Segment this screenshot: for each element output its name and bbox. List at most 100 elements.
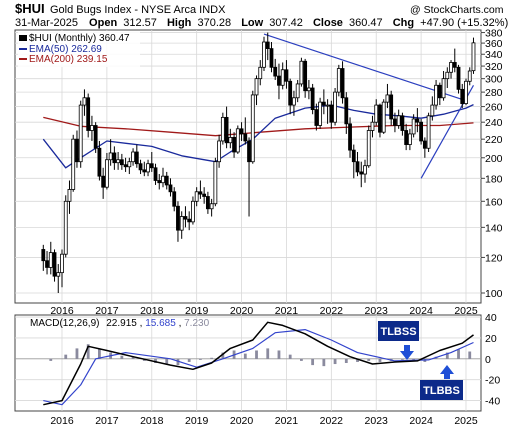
candle-body xyxy=(149,163,154,169)
macd-y-tick-label: -20 xyxy=(485,375,500,387)
candle-body xyxy=(90,125,94,131)
candle-body xyxy=(123,164,128,168)
candle-body xyxy=(142,169,147,173)
y-tick-label: 300 xyxy=(485,74,503,86)
candle-body xyxy=(441,78,446,99)
x-tick-label: 2021 xyxy=(275,305,299,317)
candle-body xyxy=(422,140,427,149)
candle-body xyxy=(467,70,472,82)
candle-body xyxy=(153,167,158,181)
macd-legend-label: MACD(12,26,9) xyxy=(30,318,99,329)
candle-body xyxy=(157,180,162,184)
candle-body xyxy=(329,104,334,123)
histogram-bar xyxy=(221,352,225,359)
candle-body xyxy=(310,87,315,111)
macd-y-tick-label: 20 xyxy=(485,333,497,345)
candle-body xyxy=(116,159,121,164)
candle-body xyxy=(224,116,229,144)
y-tick-label: 100 xyxy=(485,288,503,300)
macd-y-axis: 40 20 0 -20 -40 xyxy=(485,312,500,407)
y-tick-label: 380 xyxy=(485,28,503,40)
candle-body xyxy=(52,252,57,277)
macd-x-tick-label: 2016 xyxy=(50,415,74,427)
x-tick-label: 2017 xyxy=(95,305,119,317)
candle-body xyxy=(60,253,64,274)
histogram-bar xyxy=(277,350,281,359)
candle-body xyxy=(273,66,278,77)
tlbss-label: TLBSS xyxy=(380,326,416,338)
candle-body xyxy=(131,151,135,163)
candle-body xyxy=(134,151,139,165)
candle-body xyxy=(176,205,180,231)
macd-x-tick-label: 2024 xyxy=(409,415,433,427)
candle-body xyxy=(318,101,323,126)
quote-close: 360.47 xyxy=(349,17,383,29)
y-tick-label: 280 xyxy=(485,87,503,99)
y-tick-label: 320 xyxy=(485,61,503,73)
histogram-bar xyxy=(120,355,124,359)
macd-legend-signal: 15.685 xyxy=(145,318,176,329)
candle-body xyxy=(67,189,72,202)
candle-body xyxy=(198,191,203,195)
candle-body xyxy=(146,163,150,173)
macd-line xyxy=(43,321,474,406)
candle-body xyxy=(292,97,296,106)
candle-body xyxy=(393,118,397,126)
candle-body xyxy=(172,191,177,207)
macd-legend-hist: 7.230 xyxy=(184,318,209,329)
candle-body xyxy=(430,104,435,117)
y-tick-label: 340 xyxy=(485,49,503,61)
quote-line: 31-Mar-2025 Open 312.57 High 370.28 Low … xyxy=(15,17,508,29)
y-tick-label: 260 xyxy=(485,102,503,114)
ema50-layer xyxy=(42,104,474,169)
candle-body xyxy=(86,97,91,131)
candle-body xyxy=(378,104,382,133)
histogram-bar xyxy=(311,358,315,366)
quote-low-label: Low xyxy=(241,17,263,29)
candle-body xyxy=(45,260,49,268)
histogram-bar xyxy=(266,348,270,359)
histogram-bar xyxy=(255,350,258,359)
candle-body xyxy=(389,94,394,120)
candle-body xyxy=(449,62,453,73)
candle-body xyxy=(104,159,109,188)
tlbss-arrow-icon xyxy=(400,345,414,360)
histogram-bar xyxy=(401,358,404,360)
candle-body xyxy=(344,97,349,125)
annotation-tlbss: TLBSS xyxy=(378,321,419,360)
ema50-line xyxy=(42,104,474,169)
candle-body xyxy=(434,84,438,106)
tlbss-box xyxy=(378,321,419,341)
y-tick-label: 160 xyxy=(485,196,503,208)
histogram-bar xyxy=(300,358,303,361)
macd-x-axis: 2016 2017 2018 2019 2020 2021 2022 2023 2024 2025 xyxy=(50,415,478,427)
histogram-bar xyxy=(344,358,348,363)
macd-line-layer xyxy=(43,321,474,406)
macd-legend: MACD(12,26,9) 22.915 , 15.685 , 7.230 xyxy=(30,318,210,329)
y-tick-label: 220 xyxy=(485,134,503,146)
candle-body xyxy=(191,200,195,223)
candle-body xyxy=(168,184,173,193)
quote-open-label: Open xyxy=(89,17,117,29)
annotation-tlbbs: TLBBS xyxy=(420,365,463,400)
histogram-bar xyxy=(457,349,460,359)
macd-x-tick-label: 2019 xyxy=(185,415,209,427)
candle-body xyxy=(295,83,300,99)
watermark: @ StockCharts.com xyxy=(410,4,504,16)
candle-body xyxy=(220,116,225,142)
candle-body xyxy=(445,71,450,80)
candle-body xyxy=(205,196,210,210)
quote-low: 307.42 xyxy=(269,17,303,29)
quote-open: 312.57 xyxy=(123,17,157,29)
histogram-bar xyxy=(75,348,79,359)
candle-body xyxy=(381,101,386,133)
macd-x-tick-label: 2017 xyxy=(95,415,119,427)
macd-y-tick-label: -40 xyxy=(485,396,500,408)
candle-body xyxy=(127,161,132,168)
candle-body xyxy=(119,159,124,166)
candle-body xyxy=(265,41,270,49)
candle-body xyxy=(209,203,214,210)
x-tick-label: 2020 xyxy=(230,305,254,317)
tlbbs-arrow-icon xyxy=(440,365,454,379)
candle-body xyxy=(363,165,367,175)
